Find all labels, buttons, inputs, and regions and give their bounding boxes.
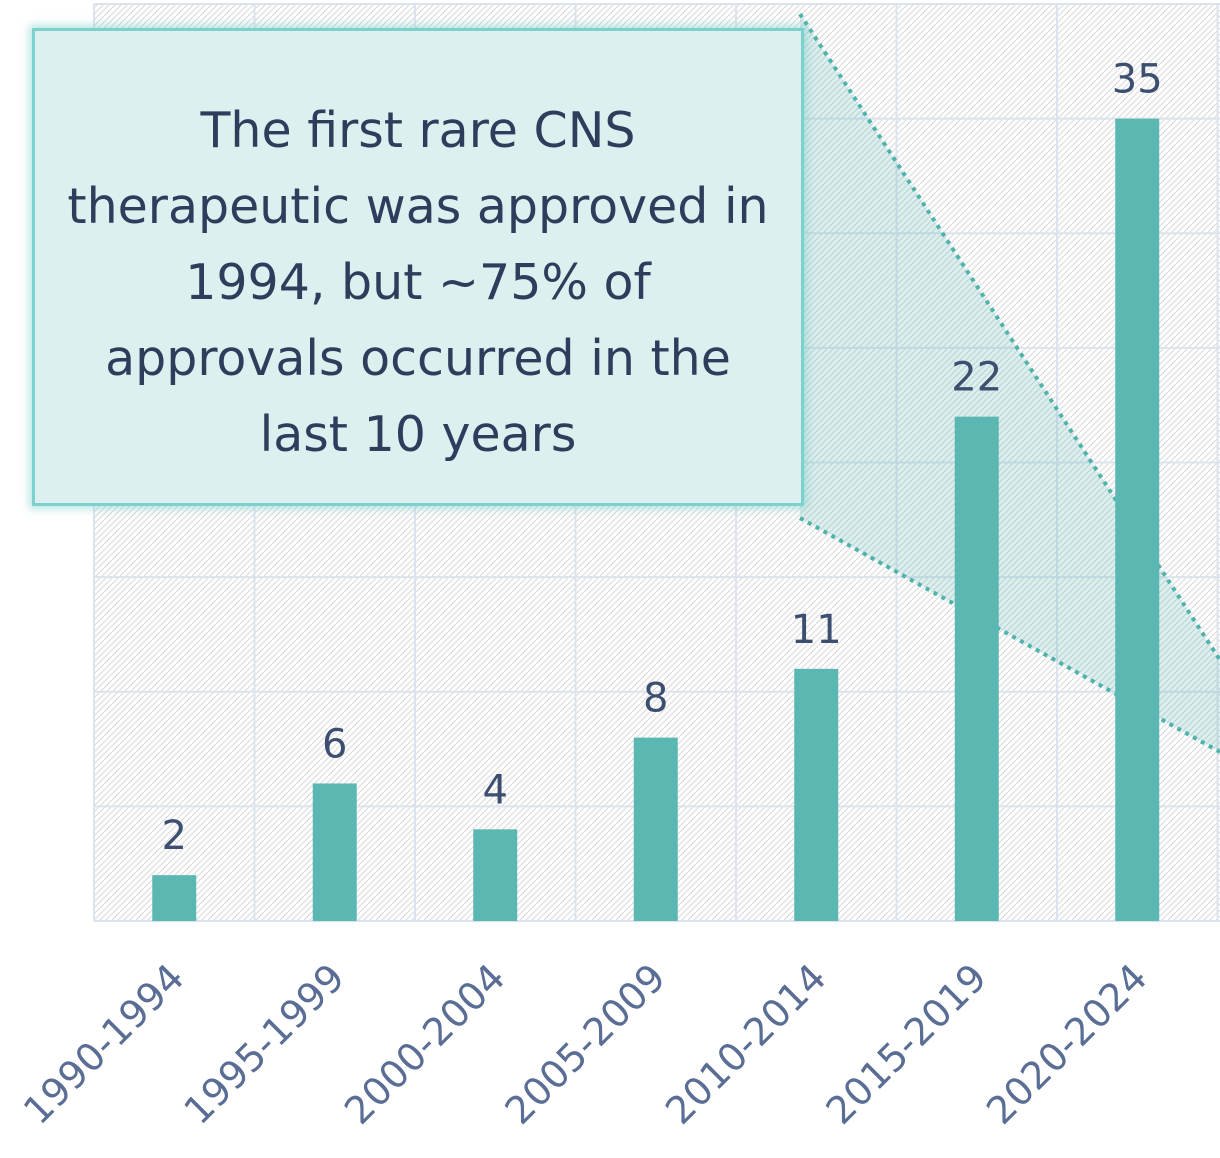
data-label-1995-1999: 6	[322, 721, 347, 767]
bar-2000-2004	[473, 829, 518, 921]
bar-2020-2024	[1115, 118, 1160, 921]
data-labels: 2 6 4 8 11 22 35	[162, 57, 1163, 860]
bar-1990-1994	[152, 875, 197, 921]
bar-series	[152, 118, 1160, 921]
x-tick-label-1990-1994: 1990-1994	[15, 955, 193, 1133]
x-axis-tick-labels: 1990-19941995-19992000-20042005-20092010…	[15, 955, 1156, 1133]
bar-1995-1999	[312, 783, 357, 921]
x-tick-label-2000-2004: 2000-2004	[336, 955, 514, 1133]
annotation-callout: The first rare CNS therapeutic was appro…	[32, 28, 804, 506]
x-tick-label-2020-2024: 2020-2024	[978, 955, 1156, 1133]
highlight-wedge	[800, 14, 1220, 752]
data-label-1990-1994: 2	[162, 813, 187, 859]
x-tick-label-1995-1999: 1995-1999	[176, 955, 354, 1133]
data-label-2020-2024: 35	[1112, 57, 1163, 103]
data-label-2010-2014: 11	[791, 607, 842, 653]
annotation-text: The first rare CNS therapeutic was appro…	[67, 102, 769, 463]
data-label-2015-2019: 22	[951, 355, 1002, 401]
data-label-2005-2009: 8	[643, 676, 668, 722]
data-label-2000-2004: 4	[483, 767, 508, 813]
bar-2015-2019	[954, 416, 999, 921]
bar-2005-2009	[633, 737, 678, 921]
x-tick-label-2010-2014: 2010-2014	[657, 955, 835, 1133]
bar-2010-2014	[794, 668, 839, 921]
x-tick-label-2015-2019: 2015-2019	[818, 955, 996, 1133]
x-tick-label-2005-2009: 2005-2009	[497, 955, 675, 1133]
